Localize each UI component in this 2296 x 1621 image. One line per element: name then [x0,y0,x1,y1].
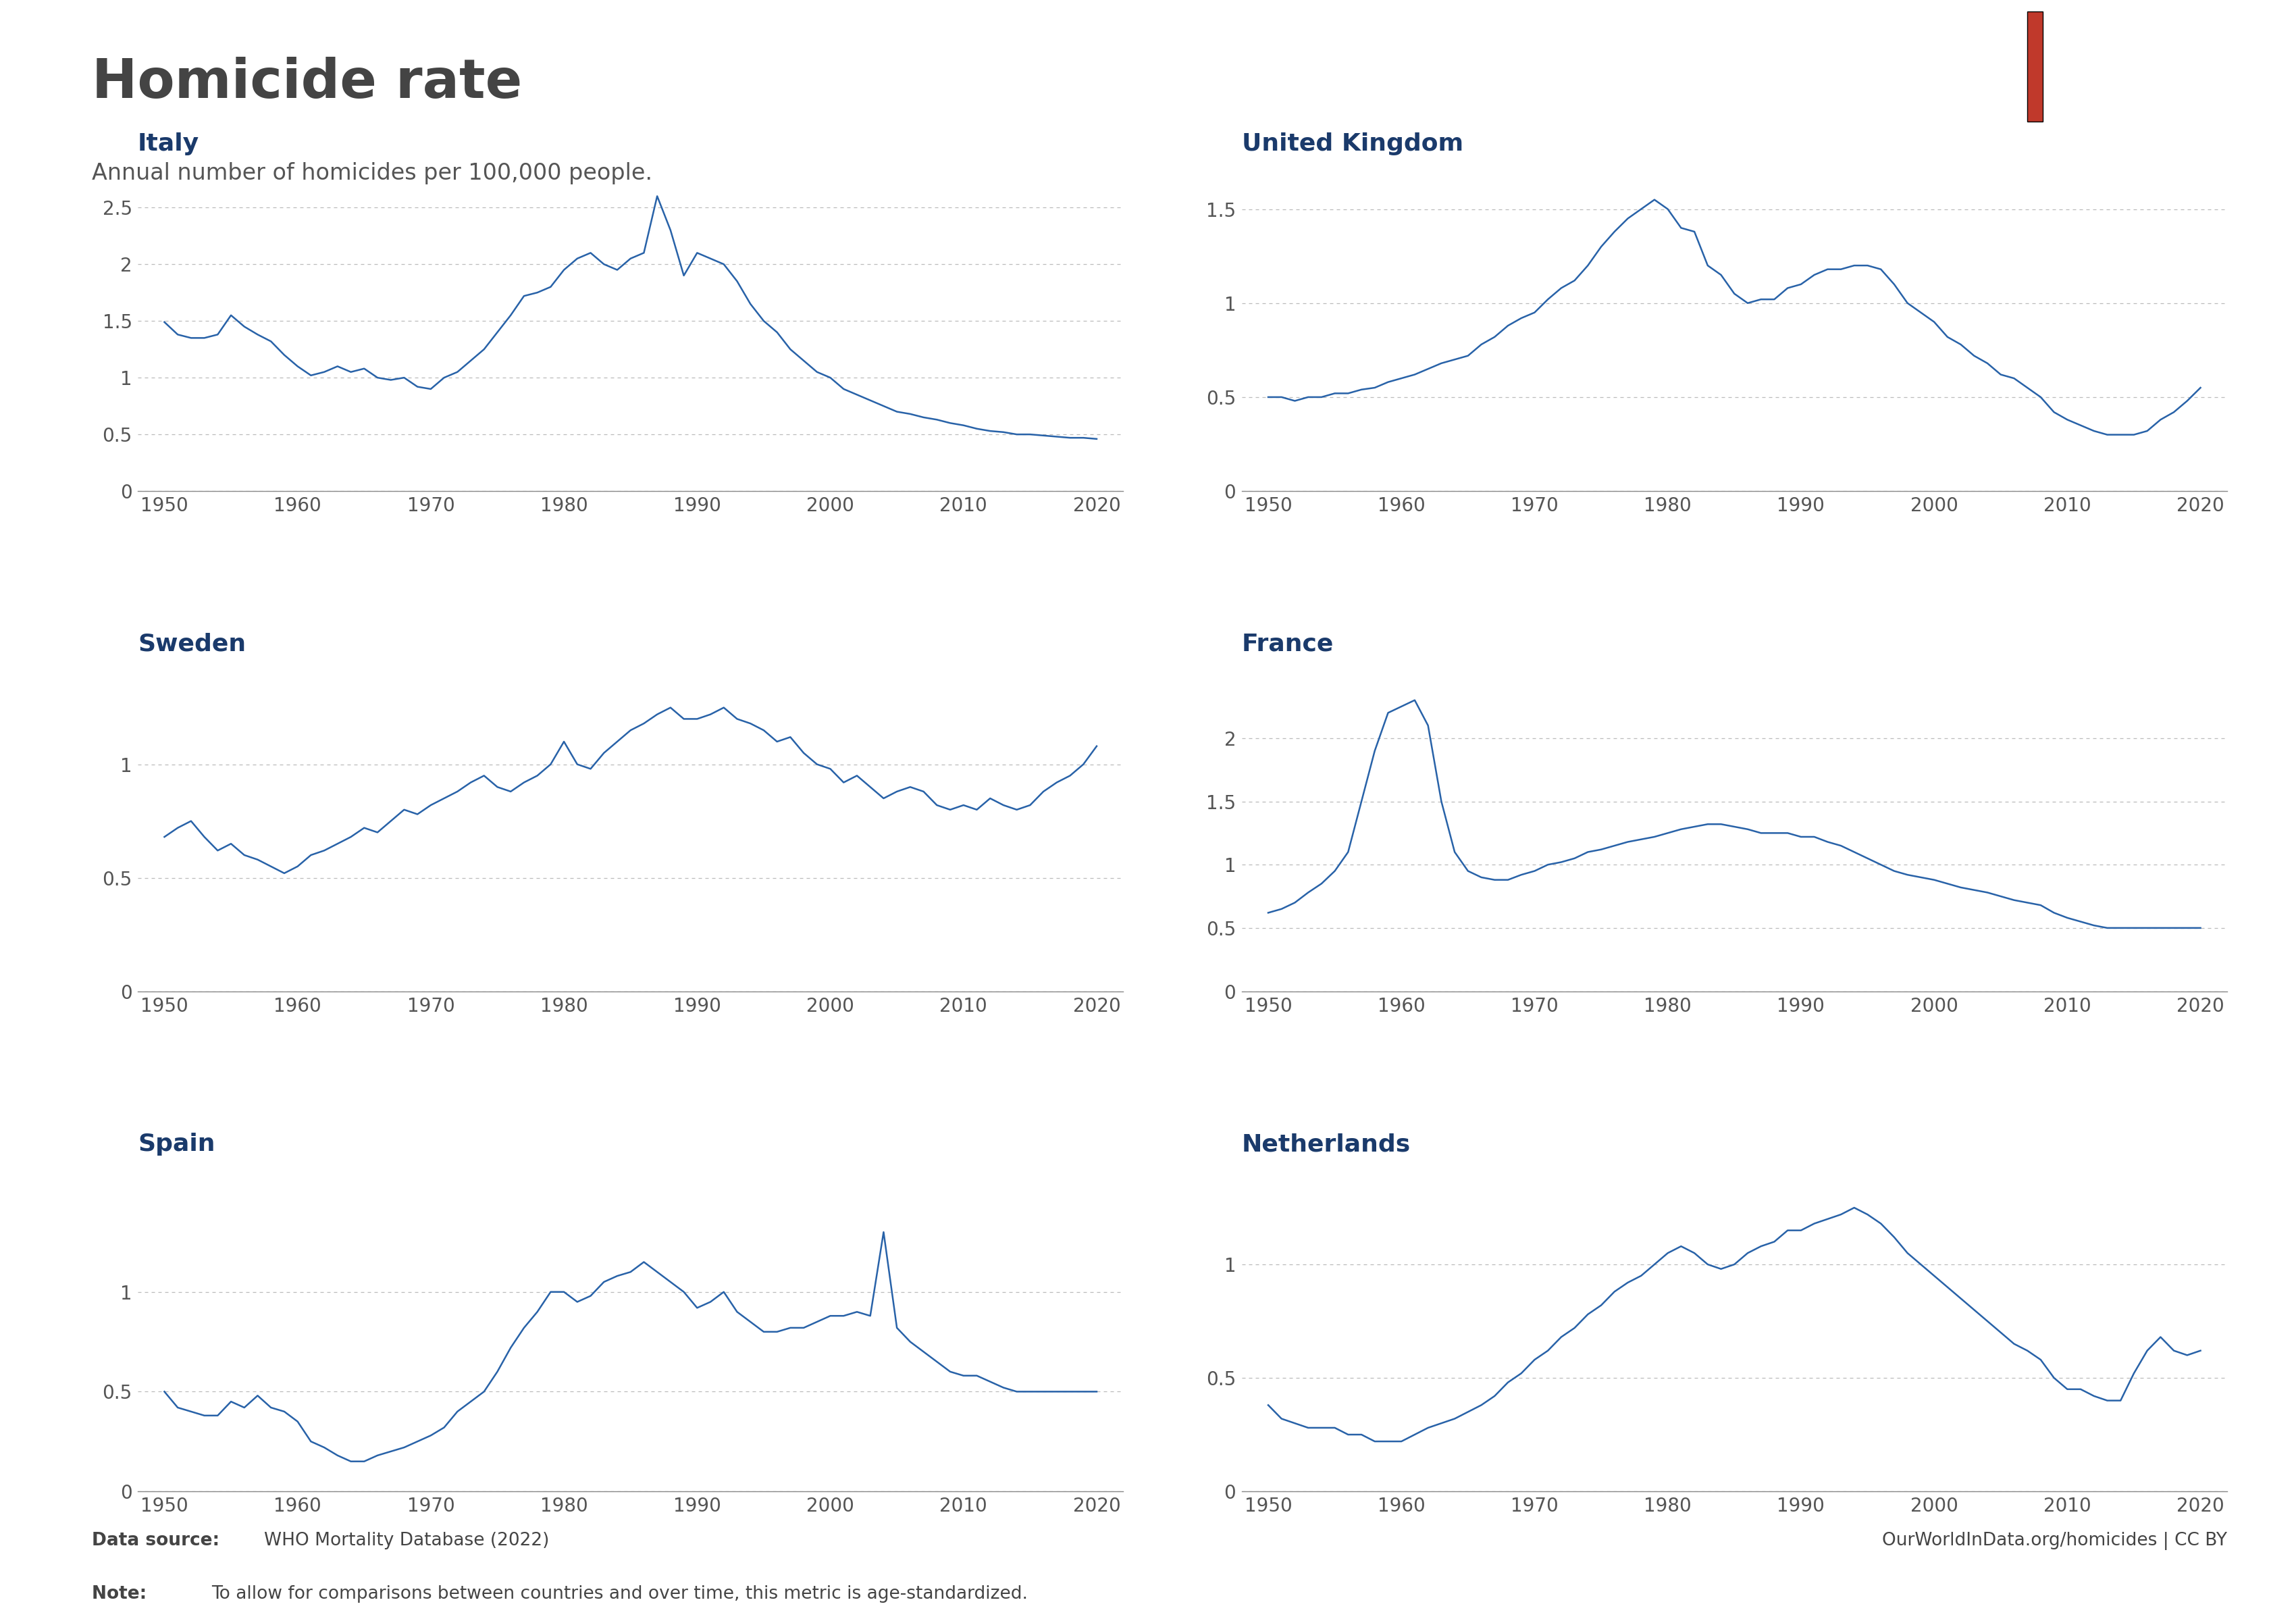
Text: Annual number of homicides per 100,000 people.: Annual number of homicides per 100,000 p… [92,162,652,185]
Text: Homicide rate: Homicide rate [92,57,521,109]
Text: France: France [1242,632,1334,655]
Text: WHO Mortality Database (2022): WHO Mortality Database (2022) [264,1532,549,1550]
Text: Sweden: Sweden [138,632,246,655]
Text: OurWorldInData.org/homicides | CC BY: OurWorldInData.org/homicides | CC BY [1883,1532,2227,1550]
Text: United Kingdom: United Kingdom [1242,133,1463,156]
Text: Our World: Our World [2105,47,2190,60]
FancyBboxPatch shape [2027,11,2043,122]
Text: Netherlands: Netherlands [1242,1133,1410,1156]
Text: Italy: Italy [138,133,200,156]
Text: in Data: in Data [2117,84,2179,97]
Text: Data source:: Data source: [92,1532,225,1550]
Text: Note:: Note: [92,1585,154,1603]
Text: Spain: Spain [138,1133,216,1156]
Text: To allow for comparisons between countries and over time, this metric is age-sta: To allow for comparisons between countri… [211,1585,1029,1603]
